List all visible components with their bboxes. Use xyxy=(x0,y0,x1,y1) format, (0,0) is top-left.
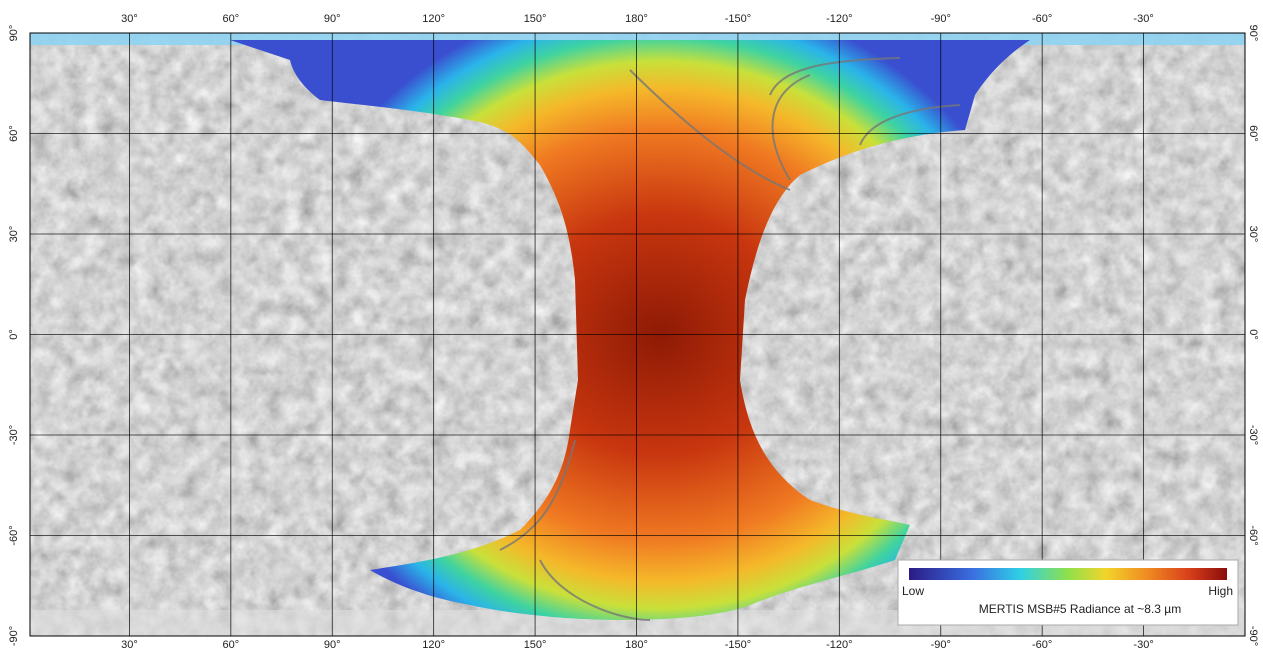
longitude-label: 30° xyxy=(121,13,138,25)
longitude-label: 90° xyxy=(324,13,341,25)
longitude-label: -60° xyxy=(1032,13,1052,25)
latitude-label: -60° xyxy=(8,525,20,545)
longitude-label: 60° xyxy=(223,13,240,25)
legend: Low High MERTIS MSB#5 Radiance at ~8.3 µ… xyxy=(898,560,1238,625)
legend-high: High xyxy=(1208,584,1233,598)
latitude-label: 90° xyxy=(8,25,20,42)
latitude-label: 60° xyxy=(1247,125,1259,142)
latitude-label: -30° xyxy=(8,425,20,445)
longitude-label: 120° xyxy=(422,13,445,25)
longitude-label: 60° xyxy=(223,639,240,651)
longitude-label: -120° xyxy=(826,13,852,25)
latitude-label: 0° xyxy=(8,329,20,340)
longitude-label: 150° xyxy=(524,13,547,25)
longitude-label: 90° xyxy=(324,639,341,651)
longitude-label: 150° xyxy=(524,639,547,651)
legend-low: Low xyxy=(902,584,924,598)
latitude-label: -60° xyxy=(1247,525,1259,545)
longitude-label: -30° xyxy=(1133,13,1153,25)
longitude-label: 120° xyxy=(422,639,445,651)
longitude-label: -120° xyxy=(826,639,852,651)
latitude-label: 60° xyxy=(8,125,20,142)
legend-title: MERTIS MSB#5 Radiance at ~8.3 µm xyxy=(979,602,1181,616)
latitude-label: 0° xyxy=(1247,329,1259,340)
longitude-label: -150° xyxy=(725,13,751,25)
latitude-label: -30° xyxy=(1247,425,1259,445)
latitude-label: 30° xyxy=(1247,226,1259,243)
latitude-label: -90° xyxy=(8,626,20,646)
latitude-label: -90° xyxy=(1247,626,1259,646)
longitude-label: 30° xyxy=(121,639,138,651)
longitude-label: -90° xyxy=(931,639,951,651)
longitude-label: -150° xyxy=(725,639,751,651)
map-view: Low High MERTIS MSB#5 Radiance at ~8.3 µ… xyxy=(0,0,1263,652)
latitude-label: 30° xyxy=(8,226,20,243)
longitude-label: -30° xyxy=(1133,639,1153,651)
color-bar xyxy=(909,568,1227,580)
longitude-label: -60° xyxy=(1032,639,1052,651)
longitude-label: -90° xyxy=(931,13,951,25)
longitude-label: 180° xyxy=(625,13,648,25)
longitude-label: 180° xyxy=(625,639,648,651)
latitude-label: 90° xyxy=(1247,25,1259,42)
